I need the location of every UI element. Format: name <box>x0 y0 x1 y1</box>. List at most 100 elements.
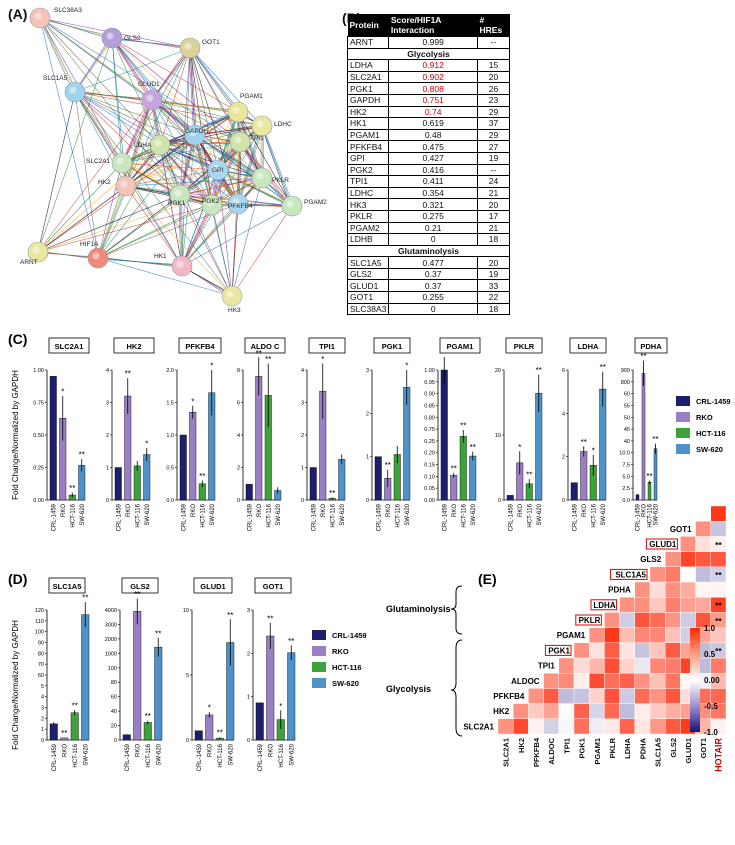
legend-swatch <box>676 396 690 406</box>
node-pgk1[interactable] <box>169 184 191 206</box>
legend-label: CRL-1459 <box>696 397 731 406</box>
node-pfkfb4[interactable] <box>227 193 249 215</box>
network-edge <box>125 185 233 297</box>
row-label: LDHA <box>593 601 615 610</box>
bar-hct-116 <box>198 483 206 501</box>
bar-hct-116 <box>264 395 272 501</box>
node-ldhc[interactable] <box>251 115 273 137</box>
network-edge <box>159 47 191 146</box>
bar-hct-116 <box>133 465 141 501</box>
node-slc38a3[interactable] <box>29 7 51 29</box>
node-arnt[interactable] <box>27 241 49 263</box>
y-tick-label: 120 <box>35 608 44 614</box>
y-tick-label: 2 <box>106 433 109 439</box>
node-highlight <box>286 200 294 208</box>
colorbar-tick: 0.5 <box>704 650 716 659</box>
node-gapdh[interactable] <box>184 124 206 146</box>
sig-stars: ** <box>460 421 466 430</box>
heatmap-cell <box>573 657 590 674</box>
bar-rko <box>205 714 214 741</box>
bar-rko <box>384 478 392 501</box>
network-edge <box>189 47 213 206</box>
highlight-box <box>610 568 648 580</box>
heatmap-cell <box>680 612 696 628</box>
network-edge <box>121 162 219 171</box>
node-gls2[interactable] <box>101 27 123 49</box>
col-label: LDHA <box>623 737 632 758</box>
bar-sw-620 <box>653 448 658 501</box>
node-hif1a[interactable] <box>87 247 109 269</box>
node-label: SLC2A1 <box>86 158 111 165</box>
network-edge <box>238 143 242 203</box>
sig-stars: ** <box>217 729 223 738</box>
heatmap-cell <box>604 612 620 628</box>
y-tick-label: 4 <box>301 368 304 374</box>
node-ldha[interactable] <box>149 134 171 156</box>
heatmap-cell <box>695 581 711 598</box>
node-slc2a1[interactable] <box>111 152 133 174</box>
node-pgk2[interactable] <box>201 194 223 216</box>
heatmap-cell <box>680 627 696 643</box>
heatmap-cell <box>710 642 727 659</box>
bar-sw-620 <box>469 455 477 501</box>
x-tick-label: RKO <box>268 744 274 757</box>
node-glud1[interactable] <box>141 89 163 111</box>
bar-crl-1459 <box>194 730 203 741</box>
node-pklr[interactable] <box>251 167 273 189</box>
node-pgam2[interactable] <box>281 195 303 217</box>
network-edge <box>159 144 183 267</box>
x-tick-label: CRL-1459 <box>508 503 514 531</box>
heatmap-cell <box>710 597 727 613</box>
x-tick-label: CRL-1459 <box>442 503 448 531</box>
bar-sw-620 <box>208 392 216 501</box>
network-edge <box>74 91 213 206</box>
heatmap-cell <box>558 688 575 704</box>
heatmap-cell <box>649 627 666 643</box>
bar-crl-1459 <box>635 494 640 501</box>
hif1a-table-wrapper: Protein Score/HIF1A Interaction # HREs A… <box>346 14 510 316</box>
y-tick-label: 2.5 <box>622 486 630 492</box>
network-edge <box>39 17 161 146</box>
heatmap-cell <box>710 612 727 628</box>
heatmap-cell <box>604 688 620 704</box>
legend-label: SW-620 <box>696 445 723 454</box>
y-tick-label: 4000 <box>105 608 117 614</box>
bar-sw-620 <box>599 388 607 501</box>
bar-chart-slc2a1: SLC2A1 0.00 0.25 0.50 0.75 1.00 CRL-1459 * RKO **… <box>33 337 90 531</box>
legend-label: RKO <box>332 647 349 656</box>
bar-chart-pgk1: PGK1 0 1 2 3 CRL-1459 ** RKO HCT-116 * SW-620 <box>366 337 411 531</box>
y-tick-label: 0.10 <box>424 474 435 480</box>
node-hk2[interactable] <box>115 175 137 197</box>
network-edge <box>113 38 192 48</box>
network-edge <box>189 47 196 136</box>
node-hk3[interactable] <box>221 285 243 307</box>
x-tick-label: RKO <box>257 504 263 517</box>
node-highlight <box>34 12 42 20</box>
legend-swatch <box>312 662 326 672</box>
node-gpi[interactable] <box>207 159 229 181</box>
node-hk1[interactable] <box>171 255 193 277</box>
sig-stars: ** <box>329 489 335 498</box>
node-label: PFKFB4 <box>228 203 253 210</box>
brace <box>450 639 463 737</box>
x-tick-label: HCT-116 <box>266 503 272 527</box>
sig-stars: ** <box>640 352 646 361</box>
x-tick-label: HCT-116 <box>73 743 79 767</box>
network-edge <box>179 194 233 297</box>
node-tpi1[interactable] <box>229 131 251 153</box>
network-edge <box>74 91 263 179</box>
heatmap-cell <box>665 673 681 689</box>
col-label: HOTAIR <box>713 738 723 772</box>
network-edge <box>121 141 241 164</box>
node-slc1a5[interactable] <box>64 81 86 103</box>
heatmap-cell <box>634 703 651 719</box>
node-got1[interactable] <box>179 37 201 59</box>
node-pgam1[interactable] <box>227 101 249 123</box>
bar-chart-pgam1: PGAM1 0.00 0.05 0.10 0.15 0.20 0.25 0.75 0.80 0.8… <box>424 337 481 531</box>
col-score: Score/HIF1A Interaction <box>388 14 478 37</box>
group-label-glutaminolysis: Glutaminolysis <box>386 604 451 614</box>
heatmap-cell <box>680 597 696 613</box>
y-tick-label: 0 <box>247 738 250 744</box>
y-tick-label: 800 <box>621 380 630 386</box>
network-edge <box>153 100 240 112</box>
